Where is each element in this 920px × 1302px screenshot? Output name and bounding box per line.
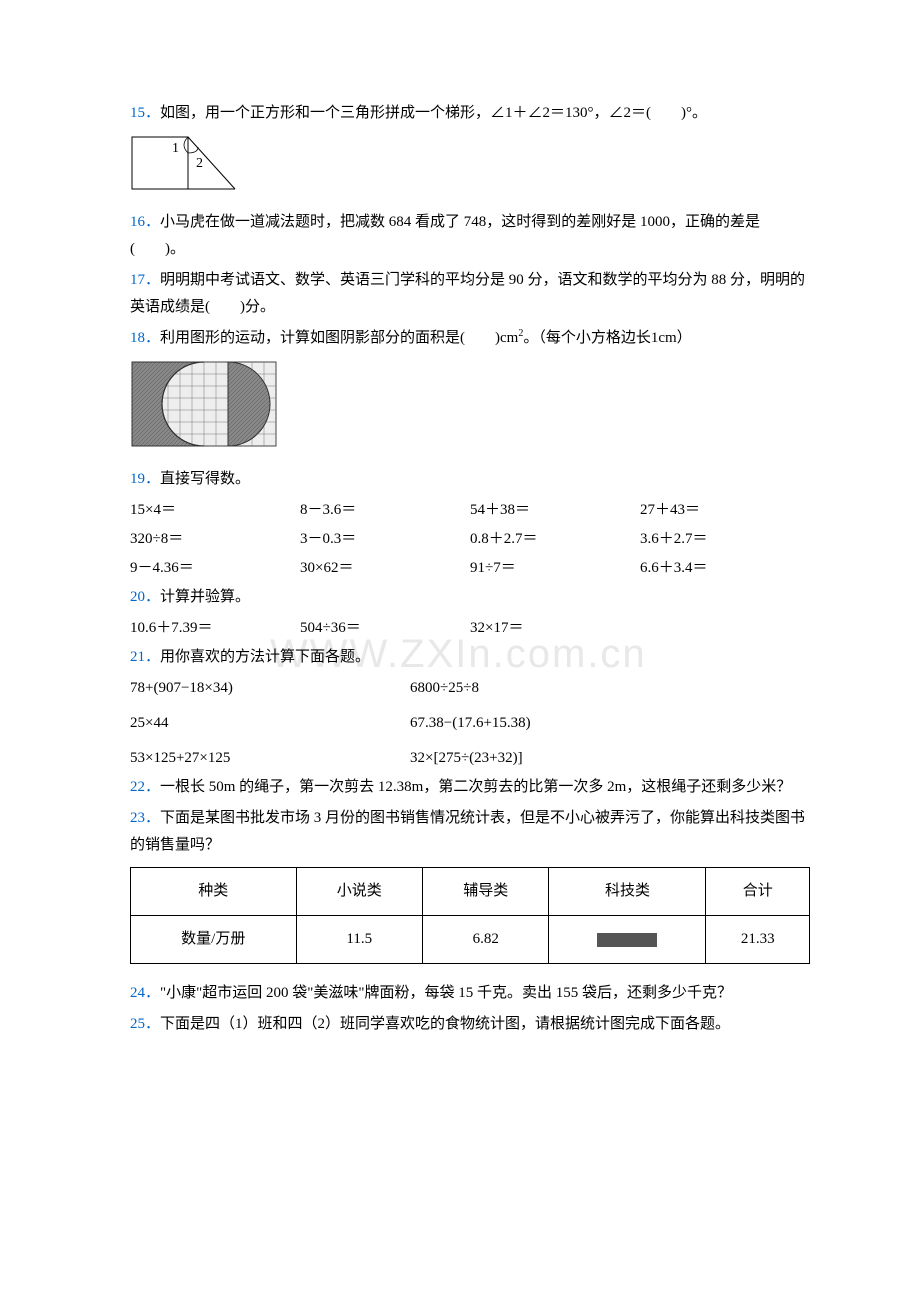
question-text: 一根长 50m 的绳子，第一次剪去 12.38m，第二次剪去的比第一次多 2m，… <box>160 779 791 795</box>
calc-item: 32×[275÷(23+32)] <box>410 745 810 772</box>
calc-item: 32×17＝ <box>470 615 640 642</box>
question-23: 23．下面是某图书批发市场 3 月份的图书销售情况统计表，但是不小心被弄污了，你… <box>130 805 810 859</box>
trapezoid-svg: 1 2 <box>130 135 240 191</box>
table-header: 合计 <box>706 868 810 916</box>
calc-item: 30×62＝ <box>300 555 470 582</box>
question-number: 16． <box>130 214 160 230</box>
calc-item: 25×44 <box>130 710 410 737</box>
calc-item: 10.6＋7.39＝ <box>130 615 300 642</box>
calc-row: 320÷8＝ 3－0.3＝ 0.8＋2.7＝ 3.6＋2.7＝ <box>130 526 810 553</box>
calc-item: 54＋38＝ <box>470 497 640 524</box>
calc-row: 25×44 67.38−(17.6+15.38) <box>130 710 810 737</box>
question-22: 22．一根长 50m 的绳子，第一次剪去 12.38m，第二次剪去的比第一次多 … <box>130 774 810 801</box>
table-header: 辅导类 <box>423 868 549 916</box>
table-cell-blackout <box>549 916 706 964</box>
question-text: 明明期中考试语文、数学、英语三门学科的平均分是 90 分，语文和数学的平均分为 … <box>130 272 805 315</box>
calc-item: 15×4＝ <box>130 497 300 524</box>
question-text: 下面是四（1）班和四（2）班同学喜欢吃的食物统计图，请根据统计图完成下面各题。 <box>160 1016 730 1032</box>
question-24: 24．"小康"超市运回 200 袋"美滋味"牌面粉，每袋 15 千克。卖出 15… <box>130 980 810 1007</box>
calc-item: 3.6＋2.7＝ <box>640 526 810 553</box>
table-cell: 6.82 <box>423 916 549 964</box>
calc-row: 9－4.36＝ 30×62＝ 91÷7＝ 6.6＋3.4＝ <box>130 555 810 582</box>
question-number: 15． <box>130 105 160 121</box>
calc-item: 3－0.3＝ <box>300 526 470 553</box>
trapezoid-diagram: 1 2 <box>130 135 810 201</box>
question-15: 15．如图，用一个正方形和一个三角形拼成一个梯形，∠1＋∠2＝130°，∠2＝(… <box>130 100 810 127</box>
calc-item: 9－4.36＝ <box>130 555 300 582</box>
table-cell: 11.5 <box>296 916 422 964</box>
question-number: 22． <box>130 779 160 795</box>
question-text: "小康"超市运回 200 袋"美滋味"牌面粉，每袋 15 千克。卖出 155 袋… <box>160 985 732 1001</box>
book-sales-table: 种类 小说类 辅导类 科技类 合计 数量/万册 11.5 6.82 21.33 <box>130 867 810 964</box>
table-cell: 21.33 <box>706 916 810 964</box>
question-text: 如图，用一个正方形和一个三角形拼成一个梯形，∠1＋∠2＝130°，∠2＝( )°… <box>160 105 707 121</box>
question-25: 25．下面是四（1）班和四（2）班同学喜欢吃的食物统计图，请根据统计图完成下面各… <box>130 1011 810 1038</box>
table-row: 种类 小说类 辅导类 科技类 合计 <box>131 868 810 916</box>
question-text: 小马虎在做一道减法题时，把减数 684 看成了 748，这时得到的差刚好是 10… <box>130 214 760 257</box>
table-header: 小说类 <box>296 868 422 916</box>
calc-row: 78+(907−18×34) 6800÷25÷8 <box>130 675 810 702</box>
question-number: 17． <box>130 272 160 288</box>
calc-row: 10.6＋7.39＝ 504÷36＝ 32×17＝ <box>130 615 810 642</box>
table-header: 种类 <box>131 868 297 916</box>
table-header: 科技类 <box>549 868 706 916</box>
calc-row: 53×125+27×125 32×[275÷(23+32)] <box>130 745 810 772</box>
calc-row: 15×4＝ 8－3.6＝ 54＋38＝ 27＋43＝ <box>130 497 810 524</box>
question-text: 直接写得数。 <box>160 471 250 487</box>
calc-item: 320÷8＝ <box>130 526 300 553</box>
calc-item <box>640 615 810 642</box>
blackout-icon <box>597 933 657 947</box>
question-number: 18． <box>130 330 160 346</box>
question-text: 下面是某图书批发市场 3 月份的图书销售情况统计表，但是不小心被弄污了，你能算出… <box>130 810 805 853</box>
calc-item: 91÷7＝ <box>470 555 640 582</box>
document-content: 15．如图，用一个正方形和一个三角形拼成一个梯形，∠1＋∠2＝130°，∠2＝(… <box>130 100 810 1038</box>
question-number: 20． <box>130 589 160 605</box>
calc-item: 27＋43＝ <box>640 497 810 524</box>
table-cell: 数量/万册 <box>131 916 297 964</box>
question-18: 18．利用图形的运动，计算如图阴影部分的面积是( )cm2。（每个小方格边长1c… <box>130 325 810 352</box>
question-number: 21． <box>130 649 160 665</box>
question-17: 17．明明期中考试语文、数学、英语三门学科的平均分是 90 分，语文和数学的平均… <box>130 267 810 321</box>
angle-2-label: 2 <box>196 156 203 171</box>
table-row: 数量/万册 11.5 6.82 21.33 <box>131 916 810 964</box>
question-text: 利用图形的运动，计算如图阴影部分的面积是( ) <box>160 330 500 346</box>
question-19: 19．直接写得数。 <box>130 466 810 493</box>
calc-item: 0.8＋2.7＝ <box>470 526 640 553</box>
question-21: 21．用你喜欢的方法计算下面各题。 <box>130 644 810 671</box>
calc-item: 504÷36＝ <box>300 615 470 642</box>
calc-item: 6.6＋3.4＝ <box>640 555 810 582</box>
calc-item: 53×125+27×125 <box>130 745 410 772</box>
question-number: 19． <box>130 471 160 487</box>
question-16: 16．小马虎在做一道减法题时，把减数 684 看成了 748，这时得到的差刚好是… <box>130 209 810 263</box>
calc-item: 8－3.6＝ <box>300 497 470 524</box>
question-text: 用你喜欢的方法计算下面各题。 <box>160 649 370 665</box>
question-unit: cm2 <box>500 330 523 346</box>
question-20: 20．计算并验算。 <box>130 584 810 611</box>
shaded-svg <box>130 360 280 448</box>
question-number: 23． <box>130 810 160 826</box>
shaded-diagram <box>130 360 810 458</box>
question-text-after: 。（每个小方格边长1cm） <box>523 330 691 346</box>
question-text: 计算并验算。 <box>160 589 250 605</box>
question-number: 25． <box>130 1016 160 1032</box>
calc-item: 6800÷25÷8 <box>410 675 810 702</box>
question-number: 24． <box>130 985 160 1001</box>
calc-item: 67.38−(17.6+15.38) <box>410 710 810 737</box>
calc-item: 78+(907−18×34) <box>130 675 410 702</box>
angle-1-label: 1 <box>172 141 179 156</box>
